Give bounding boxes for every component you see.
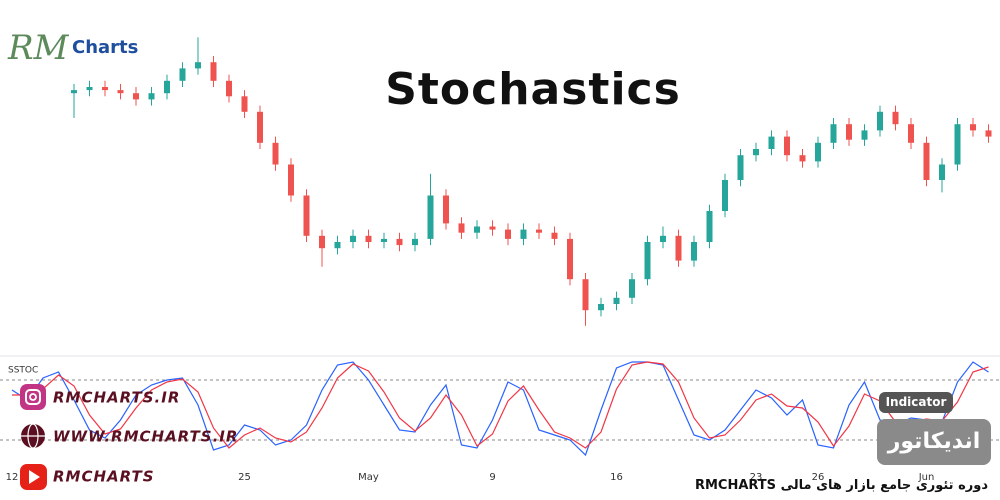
- instagram-icon: [20, 384, 46, 410]
- candle-body: [660, 235, 666, 242]
- candle-body: [582, 279, 589, 311]
- youtube-channel[interactable]: RMCHARTS: [53, 468, 155, 486]
- candle-body: [815, 142, 821, 162]
- candle-body: [427, 195, 434, 239]
- candle-body: [536, 229, 542, 233]
- x-tick-label: 9: [489, 472, 495, 483]
- candle-body: [71, 90, 77, 94]
- candle-body: [195, 62, 201, 69]
- x-tick-label: 26: [812, 472, 825, 483]
- candle-body: [799, 155, 806, 162]
- x-axis: 12 25 May 9 16 23 26 Jun: [6, 472, 935, 483]
- stochastic-pane: [0, 361, 1000, 457]
- logo-script: RM: [7, 28, 70, 68]
- instagram-handle[interactable]: RMCHARTS.IR: [53, 389, 180, 407]
- candle-body: [350, 235, 356, 242]
- candle-body: [877, 111, 883, 131]
- candles: [71, 37, 992, 326]
- candle-body: [210, 62, 217, 81]
- candle-body: [753, 149, 759, 156]
- candle-body: [954, 124, 961, 165]
- candle-body: [598, 304, 604, 311]
- instagram-icon-inner: [25, 389, 41, 405]
- x-tick-label: 23: [750, 472, 763, 483]
- candle-body: [830, 124, 837, 143]
- candle-body: [768, 136, 775, 149]
- candle-body: [458, 223, 465, 233]
- stochastic-line: [12, 361, 989, 449]
- x-tick-label: May: [358, 472, 379, 483]
- youtube-icon-play: [29, 470, 40, 484]
- candle-body: [133, 93, 139, 100]
- candle-body: [846, 124, 852, 140]
- candle-body: [923, 142, 930, 180]
- indicator-label: SSTOC: [8, 366, 38, 376]
- candle-body: [551, 232, 558, 239]
- candle-body: [722, 180, 728, 211]
- candle-body: [861, 130, 868, 140]
- candle-body: [303, 195, 310, 236]
- logo: RM Charts: [7, 28, 138, 68]
- candle-body: [102, 87, 108, 91]
- badge-persian: اندیکاتور: [877, 419, 991, 465]
- candle-body: [970, 124, 976, 131]
- candle-body: [474, 226, 480, 233]
- x-tick-label: 25: [238, 472, 251, 483]
- candle-body: [567, 238, 573, 280]
- candle-body: [164, 80, 170, 94]
- candle-body: [489, 226, 496, 230]
- candle-body: [520, 229, 527, 239]
- candle-body: [644, 242, 651, 280]
- candle-body: [939, 164, 945, 180]
- social-links: RMCHARTS.IR WWW.RMCHARTS.IR RMCHARTS: [20, 384, 238, 490]
- candle-body: [381, 238, 387, 242]
- candle-body: [706, 211, 713, 242]
- footer: دوره تئوری جامع بازار های مالی RMCHARTS: [694, 478, 988, 493]
- candle-body: [985, 130, 992, 137]
- candle-body: [675, 235, 682, 261]
- candle-body: [117, 90, 124, 94]
- candle-body: [288, 164, 294, 196]
- candle-body: [412, 238, 418, 246]
- candle-body: [737, 155, 744, 180]
- candle-body: [148, 93, 155, 100]
- instagram-icon-lens: [29, 393, 37, 401]
- candle-body: [86, 87, 93, 91]
- x-tick-label: 12: [6, 472, 19, 483]
- x-tick-label: 16: [610, 472, 623, 483]
- candle-body: [257, 111, 263, 143]
- candle-body: [613, 297, 620, 304]
- candle-body: [691, 242, 697, 261]
- logo-text: Charts: [72, 37, 138, 58]
- candle-body: [908, 124, 914, 143]
- candle-body: [505, 229, 511, 239]
- badge-english: Indicator: [879, 392, 953, 413]
- x-tick-label: Jun: [918, 472, 935, 483]
- candle-body: [241, 96, 248, 112]
- candle-body: [365, 235, 372, 242]
- candle-body: [784, 136, 790, 156]
- candle-body: [892, 111, 899, 125]
- candle-body: [334, 242, 341, 249]
- candle-body: [443, 195, 449, 224]
- candle-body: [226, 80, 232, 97]
- candle-body: [272, 142, 279, 165]
- candle-body: [179, 68, 186, 81]
- title: Stochastics: [385, 64, 681, 115]
- candle-body: [396, 238, 403, 246]
- website[interactable]: WWW.RMCHARTS.IR: [53, 428, 238, 446]
- candle-body: [629, 279, 635, 298]
- candle-body: [319, 235, 325, 249]
- stochastic-line: [11, 361, 989, 457]
